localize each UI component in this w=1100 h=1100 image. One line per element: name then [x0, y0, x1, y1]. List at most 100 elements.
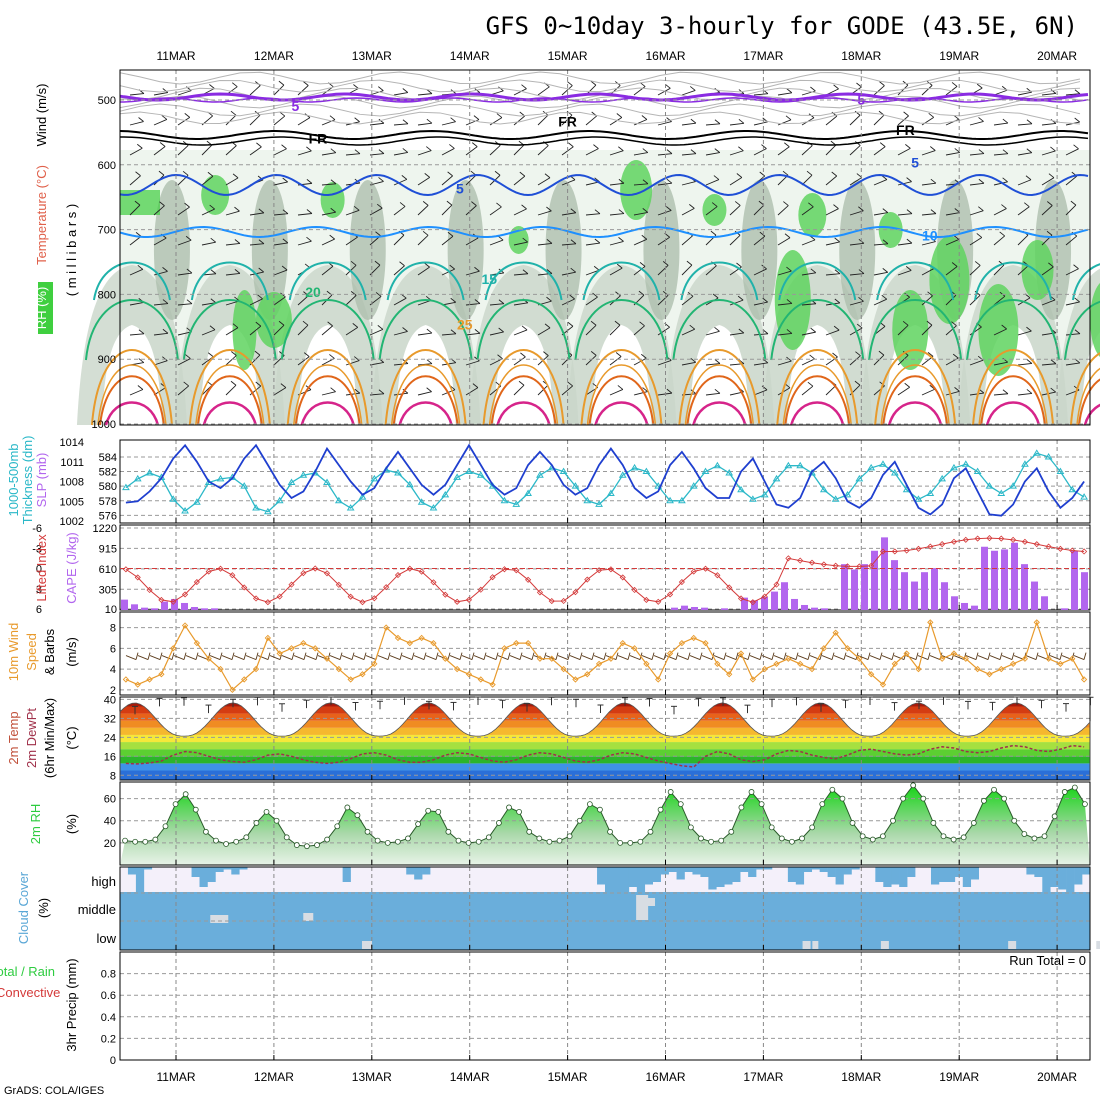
wind-barb-flag [747, 652, 751, 660]
wind-barb-flag [378, 177, 384, 182]
wind-barb [873, 114, 885, 126]
wind-barb [657, 153, 672, 156]
thickness-tick: 584 [99, 452, 117, 464]
wind-barb-flag [642, 179, 649, 185]
wind-barb [801, 239, 816, 246]
wind-barb [489, 303, 504, 306]
wind-barb-flag [858, 269, 865, 274]
high-cloud-bar [851, 867, 860, 870]
wind-barb-flag [1002, 149, 1009, 155]
cape-bar [821, 608, 828, 610]
rh-moist [929, 236, 970, 324]
wind-speed-point [868, 671, 875, 678]
thickness-point [346, 504, 355, 511]
wind-barb-flag [975, 652, 979, 660]
rh-point [546, 838, 553, 845]
thickness-point [1068, 485, 1077, 493]
wind-barb [777, 92, 792, 96]
wind-barb [273, 115, 286, 126]
cape-bar [131, 604, 138, 610]
wind-barb-flag [1026, 119, 1033, 125]
wind-barb-flag [330, 179, 337, 185]
isotherm-line [98, 375, 1100, 426]
wind-speed-point [927, 619, 934, 626]
high-cloud-bar [652, 867, 661, 882]
wind-barb [897, 242, 912, 246]
wind-barb-flag [927, 652, 931, 660]
wind-barb-flag [522, 237, 528, 243]
wind-barb [1025, 655, 1037, 660]
wind-barb [561, 243, 576, 246]
wind-barb-flag [209, 325, 216, 331]
panel-frame [119, 439, 1091, 524]
wind-barb-flag [854, 110, 861, 116]
wind-barb [417, 122, 432, 126]
wind-barb-flag [1035, 652, 1039, 660]
wind-speed-point [288, 645, 295, 652]
wind-barb [1041, 299, 1056, 306]
wind-barb-flag [882, 208, 889, 213]
wind-barb-flag [929, 146, 936, 151]
rh2m-axis-label: 2m RH [28, 804, 43, 844]
wind-barb [609, 182, 624, 186]
wind-10m-panel: 2 4 6 8 [110, 611, 1091, 697]
slp-tick: 1005 [60, 496, 84, 508]
wind-barb-flag [327, 321, 333, 327]
wind-barb [825, 384, 837, 396]
wind-barb-flag [761, 144, 767, 149]
thickness-point [358, 493, 367, 500]
wind-barb [129, 175, 141, 186]
rh-axis-label: RH (%) [34, 287, 49, 330]
wind-barb-flag [447, 652, 451, 660]
wind-barb-flag [402, 327, 408, 332]
wind-barb [297, 356, 310, 366]
wind-barb [153, 146, 166, 156]
wind-barb [257, 655, 269, 660]
date-label: 20MAR [1037, 1070, 1077, 1084]
wind-barb [489, 145, 501, 156]
wind-barb-flag [642, 148, 649, 153]
wind-barb [897, 386, 910, 396]
lifted-index-point [655, 598, 662, 605]
cape-bar [701, 607, 708, 610]
cape-bar [871, 550, 878, 610]
wind-speed-point [465, 671, 473, 678]
wind-speed-point [915, 665, 922, 673]
wind-barb [761, 655, 773, 660]
temp-band [120, 727, 1090, 735]
wind-barb [993, 361, 1008, 366]
wind-barb-flag [1073, 264, 1079, 270]
wind-barb [537, 242, 552, 246]
cape-bar [671, 607, 678, 610]
wind-barb [825, 175, 838, 186]
high-cloud-bar [970, 867, 979, 880]
wind-barb [1017, 152, 1032, 156]
wind-barb-flag [186, 299, 193, 305]
thickness-point [559, 467, 568, 475]
wind-barb-flag [786, 266, 792, 272]
isotherm-line [119, 173, 1089, 197]
cape-bar [861, 564, 868, 610]
wind-barb-flag [882, 239, 889, 245]
wind-speed-point [773, 660, 780, 668]
wind-speed-point [300, 639, 307, 647]
rh-point [192, 806, 199, 813]
wind-barb [401, 655, 413, 660]
rh-point [182, 791, 189, 798]
thickness-point [441, 490, 450, 498]
wind-barb-flag [546, 206, 552, 212]
thickness-axis-label: Thickness (dm) [20, 436, 35, 525]
wind-barb-flag [930, 178, 937, 184]
wind-barb [1065, 148, 1079, 156]
wind-barb [921, 85, 933, 96]
wind-barb [465, 205, 477, 216]
wind-barb [1041, 122, 1056, 126]
lifted-index-point [1033, 541, 1040, 548]
wind-barb [801, 174, 813, 186]
date-label: 15MAR [548, 1070, 588, 1084]
high-cloud-bar [724, 867, 733, 885]
cloud-gap [636, 895, 649, 920]
wind-barb [441, 148, 455, 156]
rh-point [1011, 817, 1018, 824]
wind-barb [129, 333, 144, 336]
